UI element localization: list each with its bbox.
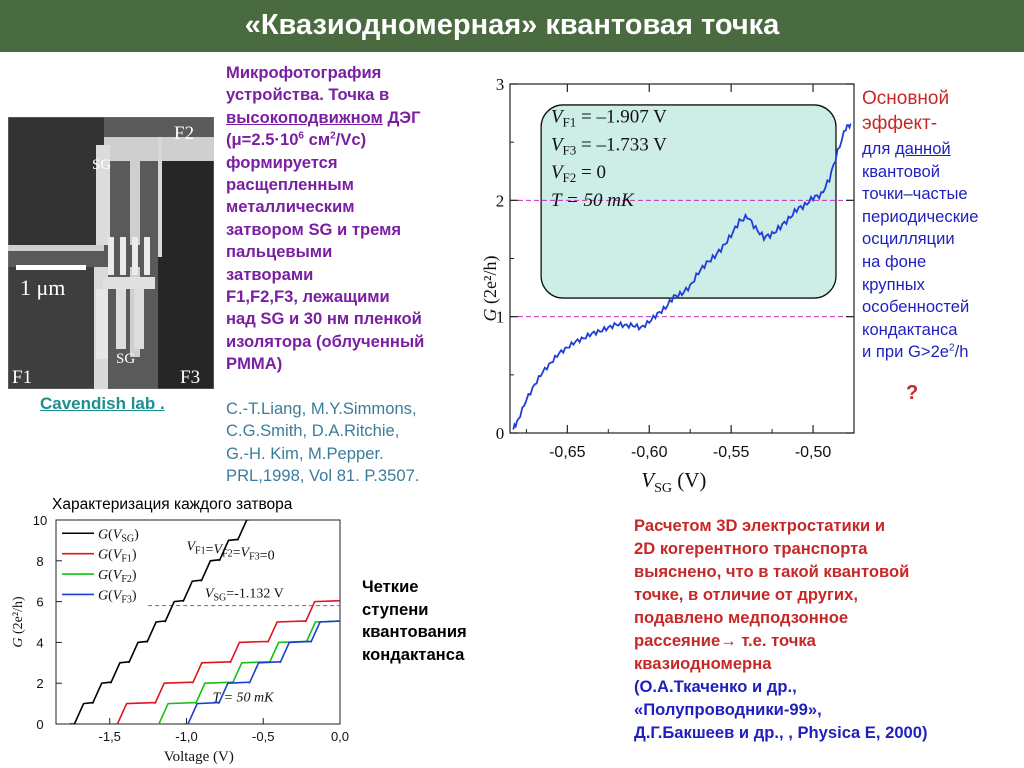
slide-title: «Квазиодномерная» квантовая точка — [244, 9, 780, 41]
label-f2: F2 — [174, 123, 194, 144]
inset-label: VF1 = –1.907 V — [551, 106, 667, 129]
desc-line: расщепленным — [226, 175, 354, 195]
desc-line: высокоподвижном ДЭГ — [226, 107, 421, 127]
y-tick-label: 2 — [496, 191, 505, 210]
desc-line: Микрофотография — [226, 63, 382, 82]
inset-temperature: T = 50 mK — [551, 190, 635, 211]
x-tick-label: -0,65 — [549, 444, 586, 461]
y-tick-label: 3 — [496, 75, 505, 94]
steps-note: Четкие ступени квантования кондактанса — [362, 577, 467, 664]
y-tick-label: 4 — [36, 635, 43, 650]
x-tick-label: -1,5 — [99, 729, 121, 744]
desc-underline: высокоподвижном — [226, 107, 383, 127]
desc-line: (μ=2.5·106 см2/Vc) — [226, 130, 367, 150]
calculation-text: Расчетом 3D электростатики и 2D когерент… — [634, 516, 928, 742]
desc-line: металлическим — [226, 197, 355, 217]
inset-box — [540, 104, 837, 299]
reference-line: G.-H. Kim, M.Pepper. — [226, 443, 384, 463]
references: C.-T.Liang, M.Y.Simmons, C.G.Smith, D.A.… — [226, 398, 466, 488]
desc-line: пальцевыми — [226, 242, 333, 262]
y-tick-label: 0 — [496, 424, 505, 443]
micrograph-description: Микрофотография устройства. Точка в высо… — [226, 62, 466, 376]
quantized-steps-chart: 0 2 4 6 8 10 -1,5 -1,0 -0,5 0,0 G(VSG) G(VF1) G(VF2)… — [11, 513, 349, 765]
desc-line: над SG и 30 нм пленкой — [226, 309, 422, 329]
y-tick-label: 10 — [33, 513, 47, 528]
x-axis-label: VSG (V) — [641, 468, 706, 496]
inset-label: VF2 = 0 — [551, 162, 606, 185]
label-f3: F3 — [180, 367, 200, 388]
conductance-series-line — [512, 123, 852, 430]
label-scale: 1 μm — [20, 275, 65, 300]
x-tick-label: 0,0 — [331, 729, 349, 744]
x-tick-label: -1,0 — [175, 729, 197, 744]
y-axis-label: G (2e²/h) — [480, 256, 501, 322]
x-tick-label: -0,5 — [252, 729, 274, 744]
conductance-oscillation-chart: 0 1 2 3 -0,65 -0,60 -0,55 -0,50 VF1 = –1.907 V VF… — [480, 75, 855, 496]
characterization-title: Характеризация каждого затвора — [52, 496, 293, 513]
y-tick-label: 2 — [36, 676, 43, 691]
y-tick-label: 8 — [36, 554, 43, 569]
x-tick-label: -0,55 — [713, 444, 750, 461]
step-series-line — [112, 599, 340, 724]
y-tick-label: 0 — [36, 717, 43, 732]
y-axis-label: G (2e²/h) — [11, 596, 26, 648]
y-tick-label: 6 — [36, 595, 43, 610]
desc-line: PMMA) — [226, 354, 283, 374]
x-tick-label: -0,60 — [631, 444, 668, 461]
step-series-line — [69, 520, 257, 724]
label-sg-bottom: SG — [116, 351, 135, 367]
label-f1: F1 — [12, 367, 32, 388]
x-axis-label: Voltage (V) — [164, 749, 234, 765]
reference-line: C.-T.Liang, M.Y.Simmons, — [226, 399, 417, 418]
label-sg-top: SG — [92, 157, 111, 173]
main-effect-title: Основной эффект- — [862, 88, 950, 134]
desc-line: затвором SG и тремя — [226, 219, 402, 239]
cavendish-link[interactable]: Cavendish lab . — [40, 394, 165, 413]
main-effect-body: для данной квантовой точки–частые период… — [862, 139, 979, 362]
step-plot-frame — [55, 519, 341, 725]
reference-line: PRL,1998, Vol 81. P.3507. — [226, 466, 420, 486]
inset-label: VF3 = –1.733 V — [551, 134, 667, 157]
desc-line: формируется — [226, 152, 338, 172]
annotation-vsg: VSG=-1.132 V — [205, 587, 284, 604]
legend-label: G(VSG) — [98, 527, 139, 544]
legend-label: G(VF1) — [98, 548, 137, 565]
legend-label: G(VF3) — [98, 588, 137, 605]
desc-line: затворами — [226, 264, 314, 284]
annotation-temperature: T = 50 mK — [213, 691, 275, 706]
legend-label: G(VF2) — [98, 568, 137, 585]
desc-line: F1,F2,F3, лежащими — [226, 287, 390, 307]
desc-line: изолятора (облученный — [226, 331, 425, 351]
reference-line: C.G.Smith, D.A.Ritchie, — [226, 421, 400, 441]
title-bar: «Квазиодномерная» квантовая точка — [0, 0, 1024, 52]
y-tick-label: 1 — [496, 308, 505, 327]
device-micrograph: F2 SG 1 μm SG F1 F3 — [8, 117, 214, 389]
question-mark: ? — [906, 382, 919, 404]
x-tick-label: -0,50 — [795, 444, 832, 461]
annotation-equal: VF1=VF2=VF3=0 — [186, 540, 274, 564]
step-series-line — [183, 620, 340, 724]
desc-line: устройства. Точка в — [226, 85, 390, 105]
